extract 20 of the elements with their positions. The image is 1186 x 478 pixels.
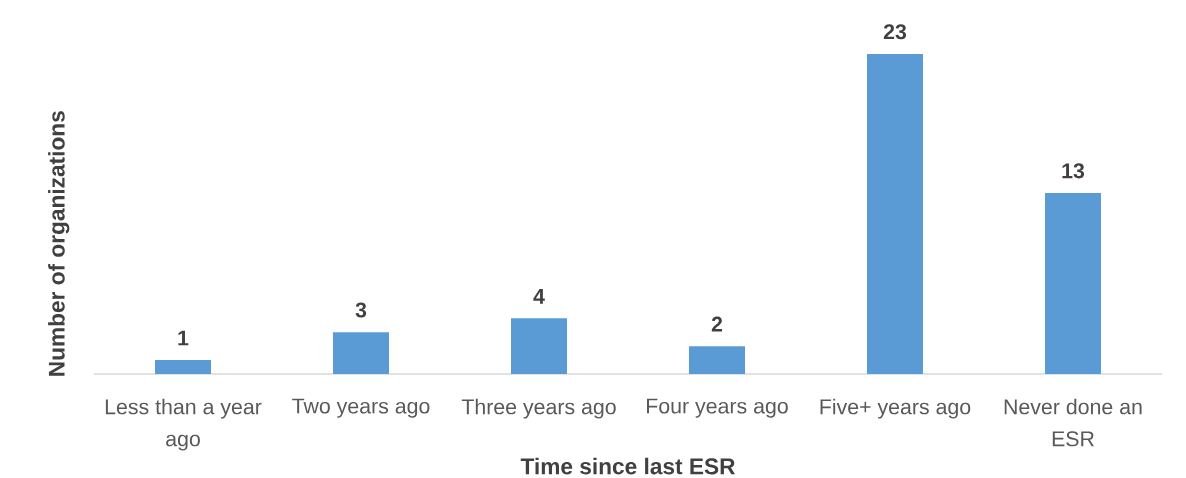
x-tick-label: Four years ago: [647, 398, 788, 418]
bar: [866, 54, 923, 374]
bar: [155, 360, 212, 374]
x-axis-title: Time since last ESR: [520, 457, 736, 475]
bar: [689, 346, 745, 374]
data-label: 23: [883, 24, 907, 40]
x-tick-label: Two years ago: [292, 398, 430, 418]
bar: [511, 318, 567, 374]
data-label: 3: [355, 302, 367, 318]
data-label: 1: [178, 330, 189, 346]
data-label: 2: [711, 316, 723, 332]
bar: [333, 332, 389, 374]
x-tick-label: Three years ago: [461, 398, 616, 419]
x-tick-label: Less than a year ago: [105, 398, 262, 451]
x-tick-label: Five+ years ago: [820, 398, 971, 419]
y-axis-title: Number of organizations: [48, 111, 70, 376]
bar: [1044, 193, 1101, 374]
x-tick-label: Never done an ESR: [1004, 398, 1142, 447]
data-label: 4: [533, 288, 545, 304]
data-label: 13: [1062, 163, 1085, 179]
